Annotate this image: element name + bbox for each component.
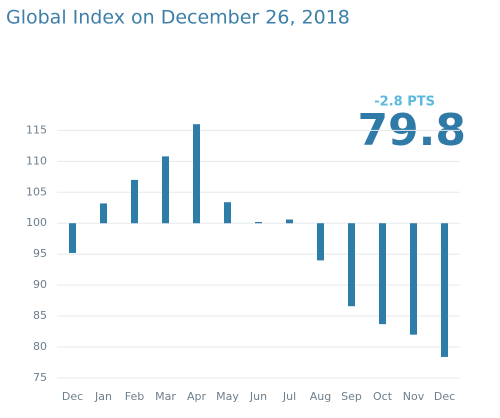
y-tick-label: 105 xyxy=(26,185,47,198)
bar xyxy=(379,223,386,325)
y-tick-label: 85 xyxy=(33,309,47,322)
x-tick-label: Dec xyxy=(434,390,455,403)
x-tick-label: Nov xyxy=(403,390,425,403)
x-tick-label: Apr xyxy=(187,390,207,403)
x-tick-label: Feb xyxy=(125,390,144,403)
x-tick-label: Jun xyxy=(249,390,267,403)
x-tick-label: Jan xyxy=(94,390,112,403)
x-tick-label: May xyxy=(216,390,239,403)
bar xyxy=(193,124,200,224)
change-label: -2.8 PTS xyxy=(374,95,435,110)
bar xyxy=(317,223,324,261)
bar xyxy=(131,179,138,224)
y-tick-label: 100 xyxy=(26,216,47,229)
bar xyxy=(286,219,293,224)
bar xyxy=(162,156,169,224)
x-tick-label: Mar xyxy=(155,390,176,403)
bar xyxy=(69,223,76,253)
y-tick-label: 95 xyxy=(33,247,47,260)
bar xyxy=(348,223,355,307)
y-tick-label: 80 xyxy=(33,340,47,353)
x-tick-label: Dec xyxy=(62,390,83,403)
bar xyxy=(100,203,107,224)
x-tick-label: Jul xyxy=(282,390,296,403)
y-tick-label: 75 xyxy=(33,371,47,384)
bar xyxy=(224,202,231,224)
bar xyxy=(410,223,417,335)
y-tick-label: 110 xyxy=(26,154,47,167)
x-tick-label: Aug xyxy=(310,390,331,403)
x-tick-label: Sep xyxy=(341,390,362,403)
y-tick-label: 115 xyxy=(26,123,47,136)
bar xyxy=(255,222,262,224)
chart-title: Global Index on December 26, 2018 xyxy=(6,7,350,29)
bar xyxy=(441,223,448,357)
x-tick-label: Oct xyxy=(373,390,393,403)
y-tick-label: 90 xyxy=(33,278,47,291)
